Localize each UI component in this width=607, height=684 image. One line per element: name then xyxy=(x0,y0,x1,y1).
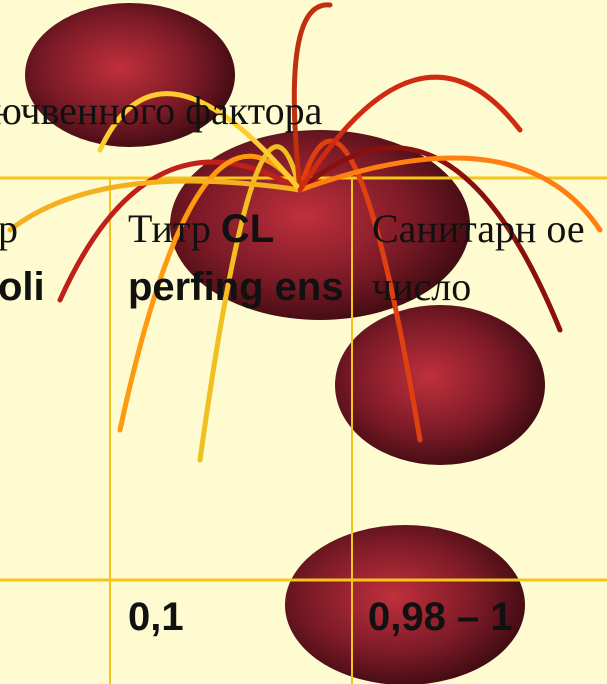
title: ючвенного фактора xyxy=(0,82,322,140)
cell-text: Титр xyxy=(128,206,211,251)
cell: Санитарн ое число xyxy=(372,200,607,316)
ball xyxy=(335,305,545,465)
cell-bold: oli xyxy=(0,265,45,309)
cell: Титр CL perfing ens xyxy=(128,200,348,316)
cell: р oli xyxy=(0,200,108,316)
slide: ючвенного фактора р oli Титр CL perfing … xyxy=(0,0,607,684)
cell: 0,1 xyxy=(128,588,184,646)
cell-text: р xyxy=(0,206,18,251)
cell: 0,98 – 1 xyxy=(368,588,513,646)
